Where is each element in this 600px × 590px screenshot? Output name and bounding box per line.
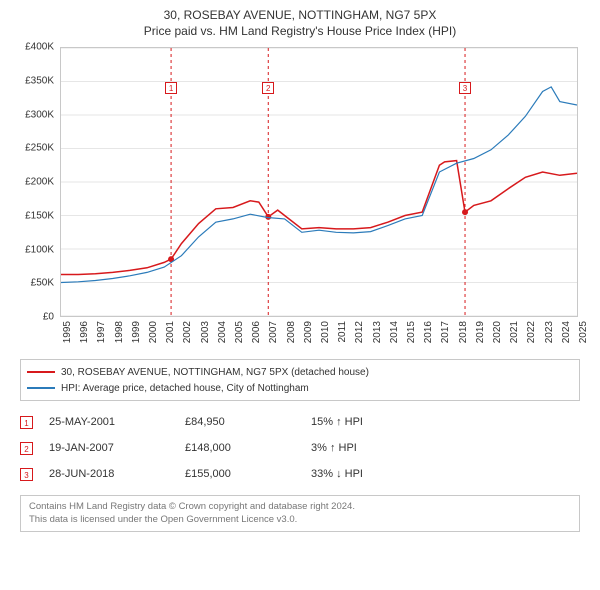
transaction-price: £148,000 bbox=[185, 442, 295, 454]
transaction-price: £155,000 bbox=[185, 468, 295, 480]
legend-swatch bbox=[27, 371, 55, 373]
series-line-subject bbox=[61, 161, 577, 275]
x-tick-label: 2020 bbox=[492, 321, 503, 343]
legend-row: HPI: Average price, detached house, City… bbox=[27, 380, 573, 396]
x-axis-labels: 1995 1996 1997 1998 1999 2000 2001 2002 2003 2004… bbox=[60, 319, 578, 357]
plot-region: 1 2 3 bbox=[60, 47, 578, 317]
x-tick-label: 2000 bbox=[148, 321, 159, 343]
x-tick-label: 2022 bbox=[526, 321, 537, 343]
footer-box: Contains HM Land Registry data © Crown c… bbox=[20, 495, 580, 532]
footer-line-2: This data is licensed under the Open Gov… bbox=[29, 514, 571, 526]
x-tick-label: 1998 bbox=[114, 321, 125, 343]
transaction-marker: 3 bbox=[20, 468, 33, 481]
y-tick-label: £350K bbox=[25, 75, 54, 86]
transactions-table: 1 25-MAY-2001 £84,950 15% ↑ HPI 2 19-JAN-2007… bbox=[20, 409, 580, 487]
plot-svg bbox=[61, 48, 577, 316]
x-tick-label: 2017 bbox=[440, 321, 451, 343]
x-tick-label: 2016 bbox=[423, 321, 434, 343]
x-tick-label: 2002 bbox=[182, 321, 193, 343]
event-marker-box: 2 bbox=[262, 82, 274, 94]
y-tick-label: £100K bbox=[25, 244, 54, 255]
x-tick-label: 2019 bbox=[475, 321, 486, 343]
x-tick-label: 2008 bbox=[286, 321, 297, 343]
x-tick-label: 2001 bbox=[165, 321, 176, 343]
chart-area: £0£50K£100K£150K£200K£250K£300K£350K£400… bbox=[20, 47, 580, 357]
x-tick-label: 1999 bbox=[131, 321, 142, 343]
chart-title-line-2: Price paid vs. HM Land Registry's House … bbox=[10, 24, 590, 40]
legend-swatch bbox=[27, 387, 55, 389]
x-tick-label: 2013 bbox=[372, 321, 383, 343]
y-tick-label: £200K bbox=[25, 177, 54, 188]
x-tick-label: 2025 bbox=[578, 321, 589, 343]
x-tick-label: 2018 bbox=[458, 321, 469, 343]
legend-label: 30, ROSEBAY AVENUE, NOTTINGHAM, NG7 5PX … bbox=[61, 367, 369, 378]
x-tick-label: 2012 bbox=[354, 321, 365, 343]
y-tick-label: £300K bbox=[25, 109, 54, 120]
y-tick-label: £250K bbox=[25, 143, 54, 154]
x-tick-label: 2003 bbox=[200, 321, 211, 343]
x-tick-label: 2005 bbox=[234, 321, 245, 343]
x-tick-label: 2007 bbox=[268, 321, 279, 343]
transaction-row: 1 25-MAY-2001 £84,950 15% ↑ HPI bbox=[20, 409, 580, 435]
transaction-row: 3 28-JUN-2018 £155,000 33% ↓ HPI bbox=[20, 461, 580, 487]
legend-row: 30, ROSEBAY AVENUE, NOTTINGHAM, NG7 5PX … bbox=[27, 364, 573, 380]
y-axis-labels: £0£50K£100K£150K£200K£250K£300K£350K£400… bbox=[20, 47, 58, 317]
event-marker-box: 1 bbox=[165, 82, 177, 94]
x-tick-label: 2024 bbox=[561, 321, 572, 343]
x-tick-label: 2015 bbox=[406, 321, 417, 343]
x-tick-label: 2006 bbox=[251, 321, 262, 343]
x-tick-label: 2011 bbox=[337, 321, 348, 343]
x-tick-label: 2009 bbox=[303, 321, 314, 343]
transaction-date: 28-JUN-2018 bbox=[49, 468, 169, 480]
chart-page: 30, ROSEBAY AVENUE, NOTTINGHAM, NG7 5PX … bbox=[0, 0, 600, 590]
x-tick-label: 1995 bbox=[62, 321, 73, 343]
legend-label: HPI: Average price, detached house, City… bbox=[61, 383, 309, 394]
transaction-change: 33% ↓ HPI bbox=[311, 468, 431, 480]
legend-box: 30, ROSEBAY AVENUE, NOTTINGHAM, NG7 5PX … bbox=[20, 359, 580, 401]
y-tick-label: £50K bbox=[31, 278, 54, 289]
x-tick-label: 1996 bbox=[79, 321, 90, 343]
x-tick-label: 2021 bbox=[509, 321, 520, 343]
transaction-date: 19-JAN-2007 bbox=[49, 442, 169, 454]
chart-title-line-1: 30, ROSEBAY AVENUE, NOTTINGHAM, NG7 5PX bbox=[10, 8, 590, 24]
y-tick-label: £400K bbox=[25, 42, 54, 53]
transaction-marker: 1 bbox=[20, 416, 33, 429]
y-tick-label: £0 bbox=[43, 312, 54, 323]
transaction-change: 3% ↑ HPI bbox=[311, 442, 431, 454]
transaction-change: 15% ↑ HPI bbox=[311, 416, 431, 428]
transaction-row: 2 19-JAN-2007 £148,000 3% ↑ HPI bbox=[20, 435, 580, 461]
x-tick-label: 1997 bbox=[96, 321, 107, 343]
series-marker-subject bbox=[462, 209, 468, 215]
x-tick-label: 2023 bbox=[544, 321, 555, 343]
transaction-marker: 2 bbox=[20, 442, 33, 455]
series-line-hpi bbox=[61, 87, 577, 283]
event-marker-box: 3 bbox=[459, 82, 471, 94]
transaction-date: 25-MAY-2001 bbox=[49, 416, 169, 428]
x-tick-label: 2014 bbox=[389, 321, 400, 343]
x-tick-label: 2010 bbox=[320, 321, 331, 343]
transaction-price: £84,950 bbox=[185, 416, 295, 428]
y-tick-label: £150K bbox=[25, 210, 54, 221]
x-tick-label: 2004 bbox=[217, 321, 228, 343]
footer-line-1: Contains HM Land Registry data © Crown c… bbox=[29, 501, 571, 513]
